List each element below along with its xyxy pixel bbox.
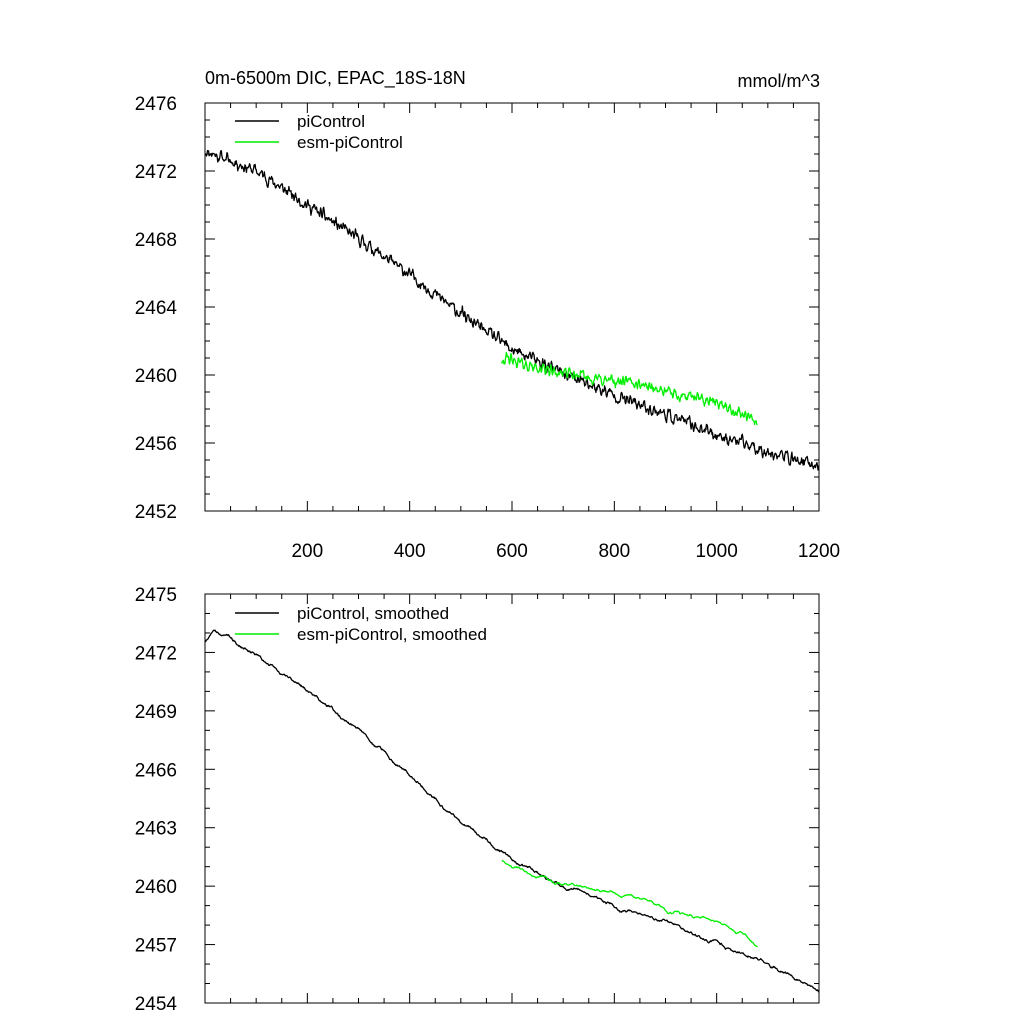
y-tick-label: 2452	[135, 502, 177, 523]
series-line-esm-picontrol-smoothed	[501, 859, 758, 948]
y-tick-label: 2457	[135, 936, 177, 957]
legend-label-esm-picontrol: esm-piControl	[297, 133, 403, 152]
x-tick-label: 200	[291, 541, 323, 562]
y-tick-label: 2475	[135, 585, 177, 606]
bottom-tick-group	[205, 593, 820, 1004]
top-panel: 0m-6500m DIC, EPAC_18S-18N mmol/m^3 2452…	[135, 68, 840, 562]
legend-label-esm-picontrol-smoothed: esm-piControl, smoothed	[297, 625, 487, 644]
x-tick-label: 400	[394, 541, 426, 562]
y-tick-label: 2460	[135, 366, 177, 387]
y-tick-label: 2469	[135, 702, 177, 723]
top-tick-group	[205, 102, 820, 512]
top-legend: piControl esm-piControl	[235, 112, 403, 152]
x-tick-label: 1200	[798, 541, 840, 562]
bottom-plot-frame	[204, 593, 820, 1004]
x-tick-label: 600	[496, 541, 528, 562]
y-tick-label: 2463	[135, 819, 177, 840]
top-chart-title: 0m-6500m DIC, EPAC_18S-18N	[205, 68, 466, 89]
top-plot-frame	[204, 102, 820, 512]
y-tick-label: 2464	[135, 298, 178, 319]
y-tick-label: 2468	[135, 230, 177, 251]
y-tick-label: 2454	[135, 994, 178, 1015]
y-tick-label: 2476	[135, 94, 177, 115]
y-tick-label: 2472	[135, 643, 177, 664]
top-series-group	[205, 149, 820, 471]
series-line-picontrol-smoothed	[204, 629, 820, 993]
x-tick-label: 800	[598, 541, 630, 562]
bottom-panel: 2454 2457 2460 2463 2466 2469 2472 2475 piContr…	[135, 585, 820, 1015]
bottom-legend: piControl, smoothed esm-piControl, smoot…	[235, 604, 487, 644]
legend-label-picontrol: piControl	[297, 112, 365, 131]
y-tick-label: 2466	[135, 760, 177, 781]
series-line-picontrol	[205, 149, 820, 471]
y-tick-label: 2460	[135, 877, 177, 898]
series-line-esm-picontrol	[501, 351, 758, 426]
y-tick-label: 2472	[135, 162, 177, 183]
top-y-tick-labels: 2452 2456 2460 2464 2468 2472 2476	[135, 94, 178, 523]
y-tick-label: 2456	[135, 434, 177, 455]
top-chart-units: mmol/m^3	[738, 71, 820, 91]
legend-label-picontrol-smoothed: piControl, smoothed	[297, 604, 449, 623]
bottom-y-tick-labels: 2454 2457 2460 2463 2466 2469 2472 2475	[135, 585, 178, 1015]
x-tick-label: 1000	[696, 541, 738, 562]
top-x-tick-labels: 200 400 600 800 1000 1200	[291, 541, 840, 562]
bottom-series-group	[204, 629, 820, 993]
